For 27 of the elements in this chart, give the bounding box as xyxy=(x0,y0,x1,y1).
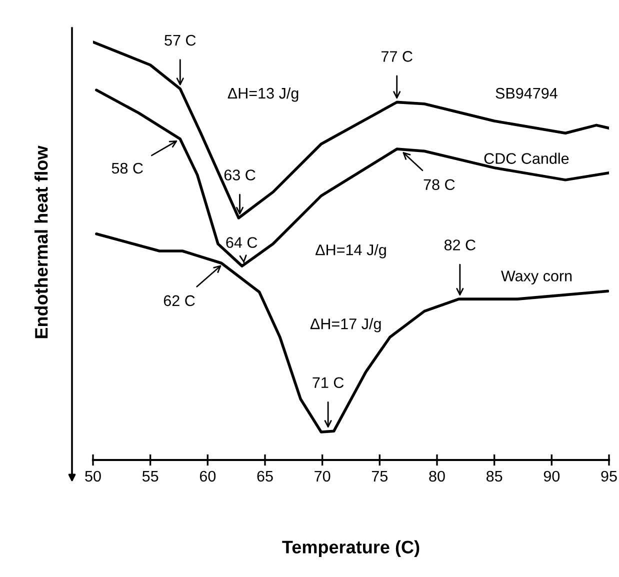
x-tick-label: 65 xyxy=(257,470,273,482)
x-axis-title: Temperature (C) xyxy=(282,540,420,558)
x-tick-label: 90 xyxy=(544,470,560,482)
annotation: ΔH=13 J/g xyxy=(228,87,298,102)
series-label: SB94794 xyxy=(496,88,558,99)
annotation: 57 C xyxy=(164,34,196,46)
annotation: 62 C xyxy=(164,295,195,306)
x-tick-label: 80 xyxy=(429,470,445,482)
annotation: 82 C xyxy=(444,240,476,250)
series-label: Waxy corn xyxy=(501,270,572,284)
annotation: ΔH=17 J/g xyxy=(310,318,381,332)
annotation: 63 C xyxy=(224,170,256,180)
annotation: 64 C xyxy=(226,237,258,248)
x-tick-label: 85 xyxy=(486,470,502,482)
annotation: 77 C xyxy=(382,51,412,62)
annotation: ΔH=14 J/g xyxy=(316,244,386,258)
x-tick-label: 50 xyxy=(85,470,101,482)
annotation: 78 C xyxy=(424,179,455,190)
y-axis-title: Endothermal heat flow xyxy=(34,146,48,338)
x-tick-label: 95 xyxy=(601,470,617,482)
x-tick-label: 75 xyxy=(372,470,388,482)
annotation: 71 C xyxy=(312,377,344,388)
series-label: CDC Candle xyxy=(484,152,569,164)
x-tick-label: 55 xyxy=(142,470,158,482)
x-tick-label: 70 xyxy=(314,470,330,482)
annotation: 58 C xyxy=(112,162,143,174)
x-tick-label: 60 xyxy=(200,470,216,482)
